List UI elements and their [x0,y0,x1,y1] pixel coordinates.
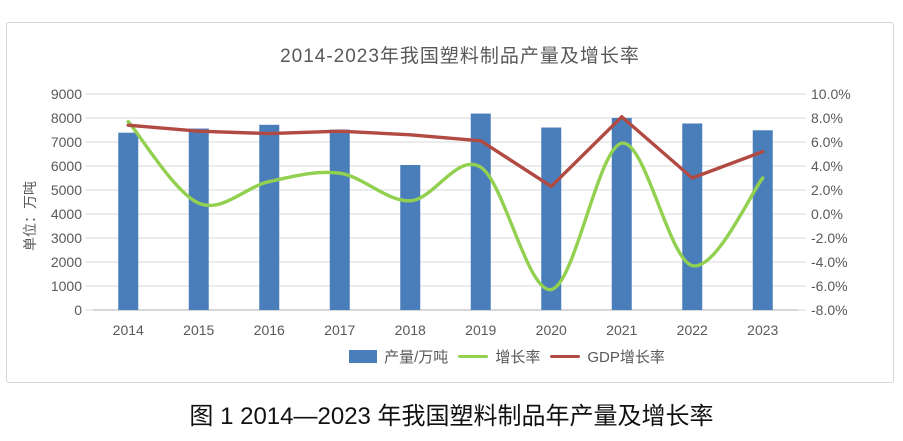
x-tick-label: 2022 [677,322,708,338]
y-left-tick-label: 3000 [51,230,82,246]
y-left-tick-label: 5000 [51,182,82,198]
y-left-tick-label: 2000 [51,254,82,270]
production-bar [188,128,209,310]
y-right-tick-label: 6.0% [811,134,843,150]
y-left-tick-label: 7000 [51,134,82,150]
legend-label-gdp-growth: GDP增长率 [587,349,665,366]
y-right-tick-label: -4.0% [811,254,848,270]
y-right-tick-label: 2.0% [811,182,843,198]
y-right-tick-label: 8.0% [811,110,843,126]
y-right-tick-label: 0.0% [811,206,843,222]
chart-plot-area: 9000 10.0% 8000 8.0% 7000 6.0% 6000 4.0% 5000 2.0… [51,86,851,338]
y-left-tick-label: 0 [74,302,82,318]
chart-legend: 产量/万吨 增长率 GDP增长率 [64,346,903,367]
x-tick-label: 2023 [747,322,778,338]
growth-rate-line [126,119,765,292]
legend-label-growth-rate: 增长率 [495,349,541,366]
y-left-tick-label: 8000 [51,110,82,126]
production-bar [752,130,773,310]
production-bar [400,164,421,310]
legend-bar-swatch-icon [349,350,378,363]
chart-title: 2014-2023年我国塑料制品产量及增长率 [280,46,640,67]
production-bar [682,123,703,310]
y-left-tick-label: 9000 [51,86,82,102]
legend-item-growth-rate: 增长率 [458,346,540,367]
production-bar [541,127,562,311]
legend-green-line-swatch-icon [458,355,489,358]
x-tick-label: 2017 [324,322,355,338]
legend-item-gdp-growth: GDP增长率 [550,346,665,367]
y-left-tick-label: 4000 [51,206,82,222]
production-bar [259,124,280,310]
y-left-tick-label: 6000 [51,158,82,174]
production-bar [470,113,491,311]
y-right-tick-label: 10.0% [811,86,851,102]
x-tick-label: 2015 [183,322,214,338]
figure-caption: 图 1 2014—2023 年我国塑料制品年产量及增长率 [189,403,714,430]
x-tick-label: 2016 [254,322,285,338]
x-tick-label: 2018 [395,322,426,338]
x-tick-label: 2020 [536,322,567,338]
y-right-tick-label: 4.0% [811,158,843,174]
gdp-growth-line [126,115,765,189]
y-left-tick-label: 1000 [51,278,82,294]
x-tick-label: 2021 [606,322,637,338]
production-bar [118,132,139,310]
production-bar [611,117,632,311]
x-tick-label: 2019 [465,322,496,338]
y-right-tick-label: -6.0% [811,278,848,294]
y-right-tick-label: -8.0% [811,302,848,318]
chart-figure: 9000 10.0% 8000 8.0% 7000 6.0% 6000 4.0% 5000 2.0… [6,22,894,383]
x-tick-label: 2014 [113,322,144,338]
legend-label-production: 产量/万吨 [384,349,449,366]
legend-red-line-swatch-icon [550,355,581,358]
y-axis-title: 单位：万吨 [22,181,38,251]
y-right-tick-label: -2.0% [811,230,848,246]
legend-item-production: 产量/万吨 [349,346,448,367]
production-bar [329,129,350,310]
